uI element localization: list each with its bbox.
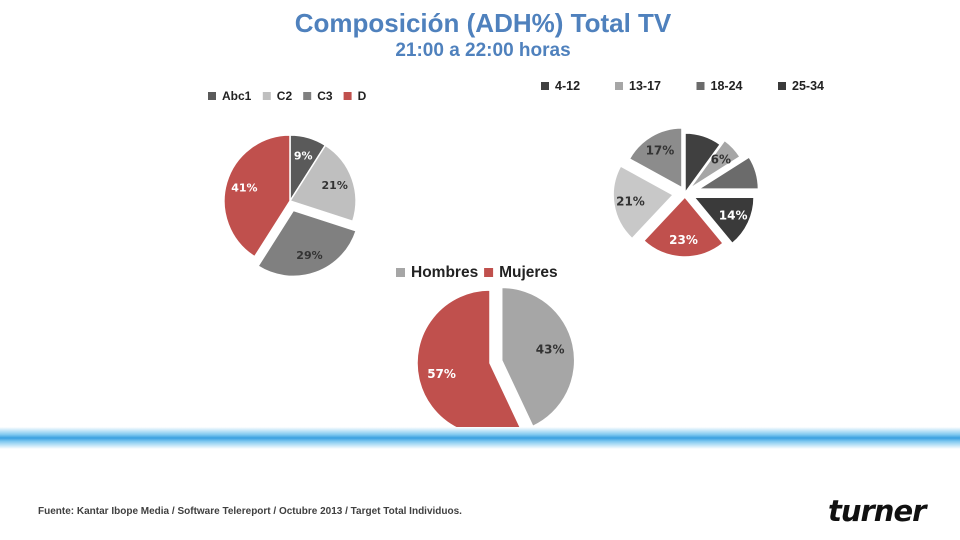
pie-slice-edad-segment-6: [612, 164, 675, 240]
legend-swatch-c3: [303, 92, 312, 100]
data-label-nse-c2: 21%: [322, 179, 348, 192]
pie-slice-edad-25-34: [692, 196, 755, 245]
legend-label-c3: C3: [317, 89, 333, 103]
legend-swatch-4-12: [541, 82, 549, 90]
data-label-nse-abc1: 9%: [294, 149, 313, 162]
legend-swatch-13-17: [615, 82, 623, 90]
legend-swatch-hombres: [396, 268, 405, 277]
blue-band-divider: [0, 427, 960, 449]
pie-slice-edad-segment-5: [642, 195, 725, 258]
data-label-sexo-hombres: 43%: [536, 343, 565, 357]
pie-slice-edad-4-12: [684, 132, 722, 196]
pie-slice-nse-d: [223, 134, 291, 258]
legend-label-abc1: Abc1: [222, 89, 252, 103]
legend-swatch-c2: [262, 92, 271, 100]
legend-edad: 4-12 13-17 18-24 25-34: [541, 79, 824, 93]
legend-swatch-18-24: [696, 82, 705, 90]
legend-swatch-d: [343, 92, 352, 100]
pie-slice-nse-c2: [288, 144, 357, 223]
data-label-edad-13-17: 6%: [711, 152, 731, 166]
pie-slice-sexo-hombres: [500, 286, 576, 428]
legend-label-13-17: 13-17: [629, 79, 661, 93]
pie-slice-edad-segment-7: [628, 127, 683, 190]
legend-nse: Abc1 C2 C3 D: [208, 89, 367, 103]
legend-label-25-34: 25-34: [792, 79, 824, 93]
data-label-nse-d: 41%: [231, 182, 257, 195]
source-note: Fuente: Kantar Ibope Media / Software Te…: [38, 506, 462, 517]
legend-label-18-24: 18-24: [711, 79, 743, 93]
legend-label-c2: C2: [277, 89, 293, 103]
legend-sexo: Hombres Mujeres: [396, 264, 558, 281]
pie-slice-edad-18-24: [695, 155, 760, 190]
legend-label-d: D: [358, 89, 367, 103]
data-label-edad-segment-6: 21%: [616, 195, 645, 209]
page-subtitle: 21:00 a 22:00 horas: [395, 40, 571, 61]
legend-label-hombres: Hombres: [411, 264, 478, 281]
pie-chart-nse: Abc1 C2 C3 D 9% 21% 29% 41%: [208, 89, 367, 278]
data-label-sexo-mujeres: 57%: [427, 367, 456, 381]
data-label-edad-25-34: 14%: [719, 209, 748, 223]
page-title: Composición (ADH%) Total TV: [294, 8, 672, 38]
data-label-edad-segment-5: 23%: [669, 233, 698, 247]
legend-swatch-abc1: [208, 92, 216, 100]
pie-slice-nse-c3: [256, 209, 358, 278]
legend-swatch-mujeres: [484, 268, 494, 277]
legend-swatch-25-34: [778, 82, 786, 90]
data-label-edad-segment-7: 17%: [646, 144, 675, 158]
legend-label-mujeres: Mujeres: [499, 264, 558, 281]
pie-slice-edad-13-17: [688, 139, 742, 190]
legend-label-4-12: 4-12: [555, 79, 580, 93]
turner-logo: turner: [828, 494, 926, 528]
pie-chart-sexo: Hombres Mujeres 43% 57%: [396, 264, 576, 437]
data-label-nse-c3: 29%: [296, 249, 322, 262]
pie-chart-edad: 4-12 13-17 18-24 25-34 6% 14% 23% 21% 17%: [541, 79, 824, 258]
